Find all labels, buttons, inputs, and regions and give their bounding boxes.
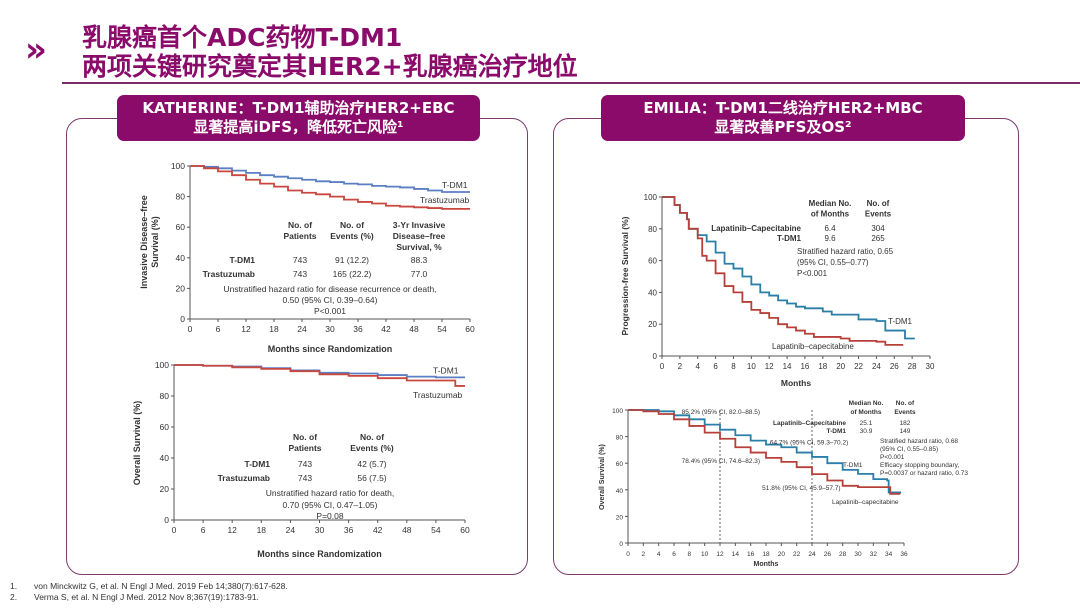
title-line-1: 乳腺癌首个ADC药物T-DM1 <box>82 23 403 52</box>
title-line-2: 两项关键研究奠定其HER2+乳腺癌治疗地位 <box>82 52 578 81</box>
reference-text: Verma S, et al. N Engl J Med. 2012 Nov 8… <box>34 592 259 602</box>
page-title: 乳腺癌首个ADC药物T-DM1 两项关键研究奠定其HER2+乳腺癌治疗地位 <box>82 23 578 81</box>
reference-2: 2. Verma S, et al. N Engl J Med. 2012 Nov… <box>10 592 288 603</box>
katherine-banner-line-2: 显著提高iDFS，降低死亡风险¹ <box>193 118 404 136</box>
emilia-banner-line-2: 显著改善PFS及OS² <box>714 118 852 136</box>
katherine-banner: KATHERINE：T-DM1辅助治疗HER2+EBC 显著提高iDFS，降低死… <box>117 95 480 141</box>
reference-number: 1. <box>10 581 18 591</box>
references: 1. von Minckwitz G, et al. N Engl J Med. … <box>10 581 288 603</box>
reference-1: 1. von Minckwitz G, et al. N Engl J Med. … <box>10 581 288 592</box>
title-underline <box>62 82 1080 84</box>
emilia-banner: EMILIA：T-DM1二线治疗HER2+MBC 显著改善PFS及OS² <box>601 95 965 141</box>
katherine-banner-line-1: KATHERINE：T-DM1辅助治疗HER2+EBC <box>142 99 455 117</box>
emilia-banner-line-1: EMILIA：T-DM1二线治疗HER2+MBC <box>643 99 923 117</box>
reference-text: von Minckwitz G, et al. N Engl J Med. 20… <box>34 581 288 591</box>
emilia-panel <box>553 118 1019 575</box>
double-chevron-right-icon: » <box>25 30 47 70</box>
katherine-panel <box>66 118 528 575</box>
reference-number: 2. <box>10 592 18 602</box>
